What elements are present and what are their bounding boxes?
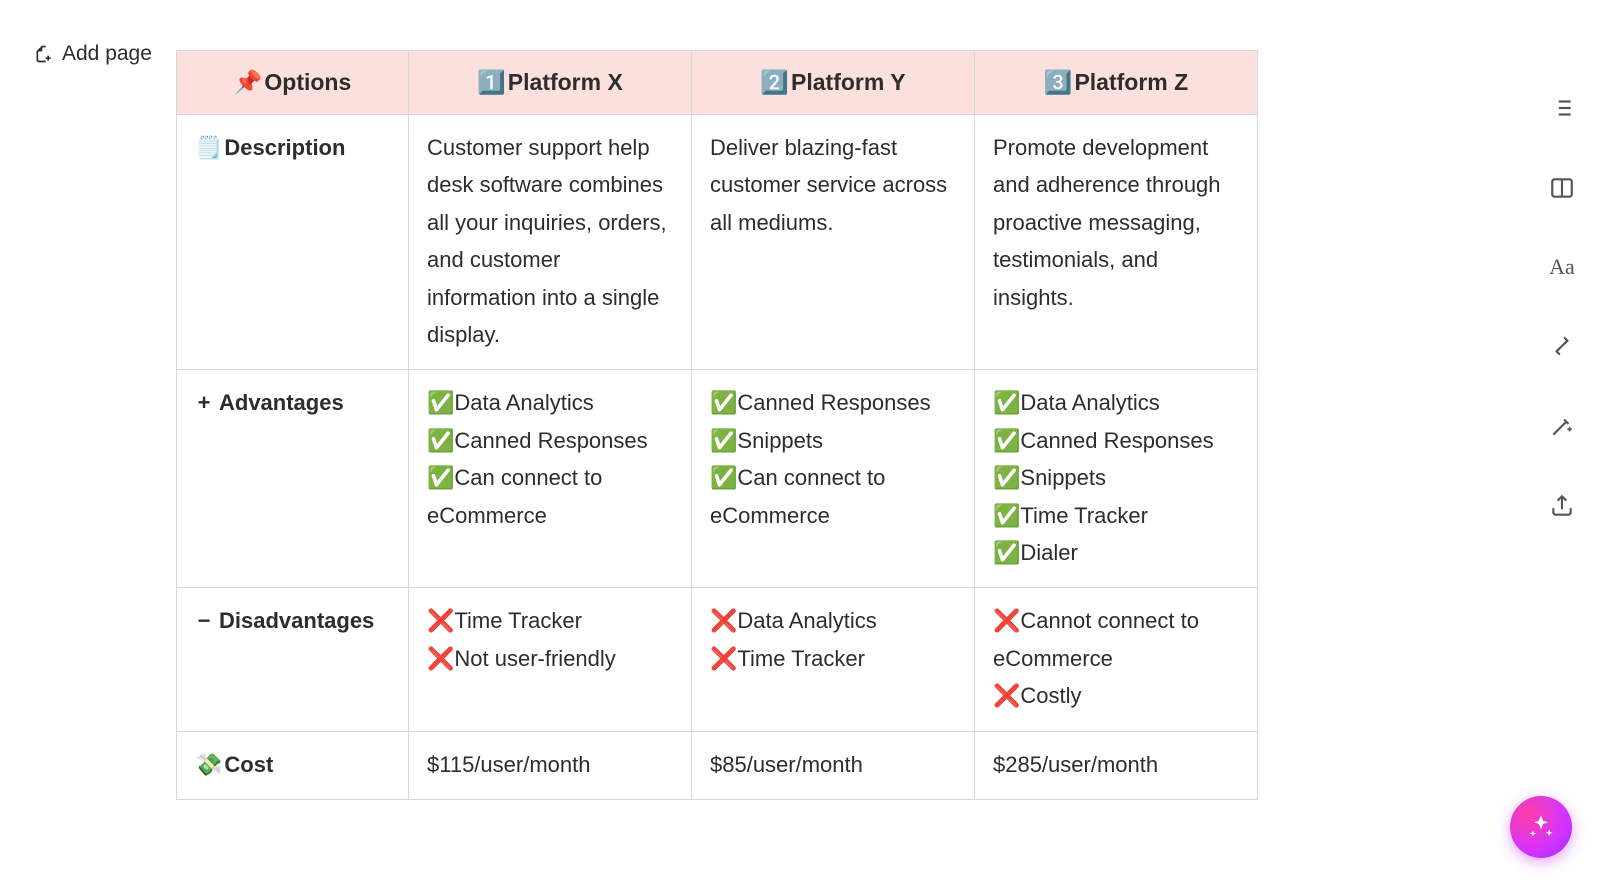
list-item: ✅Canned Responses	[710, 384, 956, 421]
list-item: ✅Canned Responses	[993, 422, 1239, 459]
split-view-button[interactable]	[1548, 174, 1576, 202]
share-icon	[1549, 493, 1575, 519]
column-header-platform-y[interactable]: 2️⃣Platform Y	[692, 51, 975, 115]
cell-disadvantages-y[interactable]: ❌Data Analytics❌Time Tracker	[692, 588, 975, 731]
list-item: ✅Snippets	[993, 459, 1239, 496]
add-page-label: Add page	[62, 42, 152, 66]
cell-description-y[interactable]: Deliver blazing-fast customer service ac…	[692, 115, 975, 370]
minus-icon: −	[195, 602, 213, 639]
row-disadvantages: −Disadvantages ❌Time Tracker❌Not user-fr…	[177, 588, 1258, 731]
notepad-icon: 🗒️	[195, 135, 222, 160]
cell-cost-z[interactable]: $285/user/month	[975, 731, 1258, 799]
list-item: ✅Dialer	[993, 534, 1239, 571]
list-item: ✅Snippets	[710, 422, 956, 459]
list-item: ✅Data Analytics	[993, 384, 1239, 421]
add-page-icon	[34, 44, 54, 64]
sparkle-icon	[1527, 813, 1555, 841]
row-label-disadvantages[interactable]: −Disadvantages	[177, 588, 409, 731]
right-toolbar: Aa	[1548, 94, 1576, 520]
two-icon: 2️⃣	[760, 69, 789, 95]
column-header-platform-z[interactable]: 3️⃣Platform Z	[975, 51, 1258, 115]
column-header-platform-x[interactable]: 1️⃣Platform X	[409, 51, 692, 115]
list-item: ✅Data Analytics	[427, 384, 673, 421]
list-item: ❌Data Analytics	[710, 602, 956, 639]
cell-cost-y[interactable]: $85/user/month	[692, 731, 975, 799]
cell-disadvantages-x[interactable]: ❌Time Tracker❌Not user-friendly	[409, 588, 692, 731]
swap-button[interactable]	[1548, 332, 1576, 360]
cell-advantages-x[interactable]: ✅Data Analytics✅Canned Responses✅Can con…	[409, 370, 692, 588]
cell-description-x[interactable]: Customer support help desk software comb…	[409, 115, 692, 370]
outline-icon	[1549, 95, 1575, 121]
row-label-description[interactable]: 🗒️Description	[177, 115, 409, 370]
list-item: ✅Can connect to eCommerce	[427, 459, 673, 534]
magic-wand-icon	[1549, 413, 1575, 439]
three-icon: 3️⃣	[1044, 69, 1073, 95]
list-item: ❌Costly	[993, 677, 1239, 714]
list-item: ✅Can connect to eCommerce	[710, 459, 956, 534]
swap-icon	[1549, 333, 1575, 359]
cell-advantages-y[interactable]: ✅Canned Responses✅Snippets✅Can connect t…	[692, 370, 975, 588]
outline-button[interactable]	[1548, 94, 1576, 122]
cell-description-z[interactable]: Promote develop­ment and adherence throu…	[975, 115, 1258, 370]
column-header-options[interactable]: 📌Options	[177, 51, 409, 115]
split-view-icon	[1549, 175, 1575, 201]
share-button[interactable]	[1548, 492, 1576, 520]
cell-advantages-z[interactable]: ✅Data Analytics✅Canned Responses✅Snippet…	[975, 370, 1258, 588]
list-item: ❌Not user-friendly	[427, 640, 673, 677]
list-item: ❌Cannot connect to eCommerce	[993, 602, 1239, 677]
money-icon: 💸	[195, 752, 222, 777]
list-item: ❌Time Tracker	[710, 640, 956, 677]
table-header-row: 📌Options 1️⃣Platform X 2️⃣Platform Y 3️⃣…	[177, 51, 1258, 115]
cell-cost-x[interactable]: $115/user/month	[409, 731, 692, 799]
add-page-button[interactable]: Add page	[34, 42, 152, 66]
row-cost: 💸Cost $115/user/month $85/user/month $28…	[177, 731, 1258, 799]
ai-fab-button[interactable]	[1510, 796, 1572, 858]
comparison-table: 📌Options 1️⃣Platform X 2️⃣Platform Y 3️⃣…	[176, 50, 1258, 800]
list-item: ✅Time Tracker	[993, 497, 1239, 534]
row-label-cost[interactable]: 💸Cost	[177, 731, 409, 799]
typography-button[interactable]: Aa	[1549, 254, 1575, 280]
plus-icon: +	[195, 384, 213, 421]
one-icon: 1️⃣	[477, 69, 506, 95]
row-description: 🗒️Description Customer support help desk…	[177, 115, 1258, 370]
row-advantages: +Advantages ✅Data Analytics✅Canned Respo…	[177, 370, 1258, 588]
list-item: ❌Time Tracker	[427, 602, 673, 639]
magic-wand-button[interactable]	[1548, 412, 1576, 440]
row-label-advantages[interactable]: +Advantages	[177, 370, 409, 588]
cell-disadvantages-z[interactable]: ❌Cannot connect to eCommerce❌Costly	[975, 588, 1258, 731]
pin-icon: 📌	[234, 69, 263, 95]
list-item: ✅Canned Responses	[427, 422, 673, 459]
